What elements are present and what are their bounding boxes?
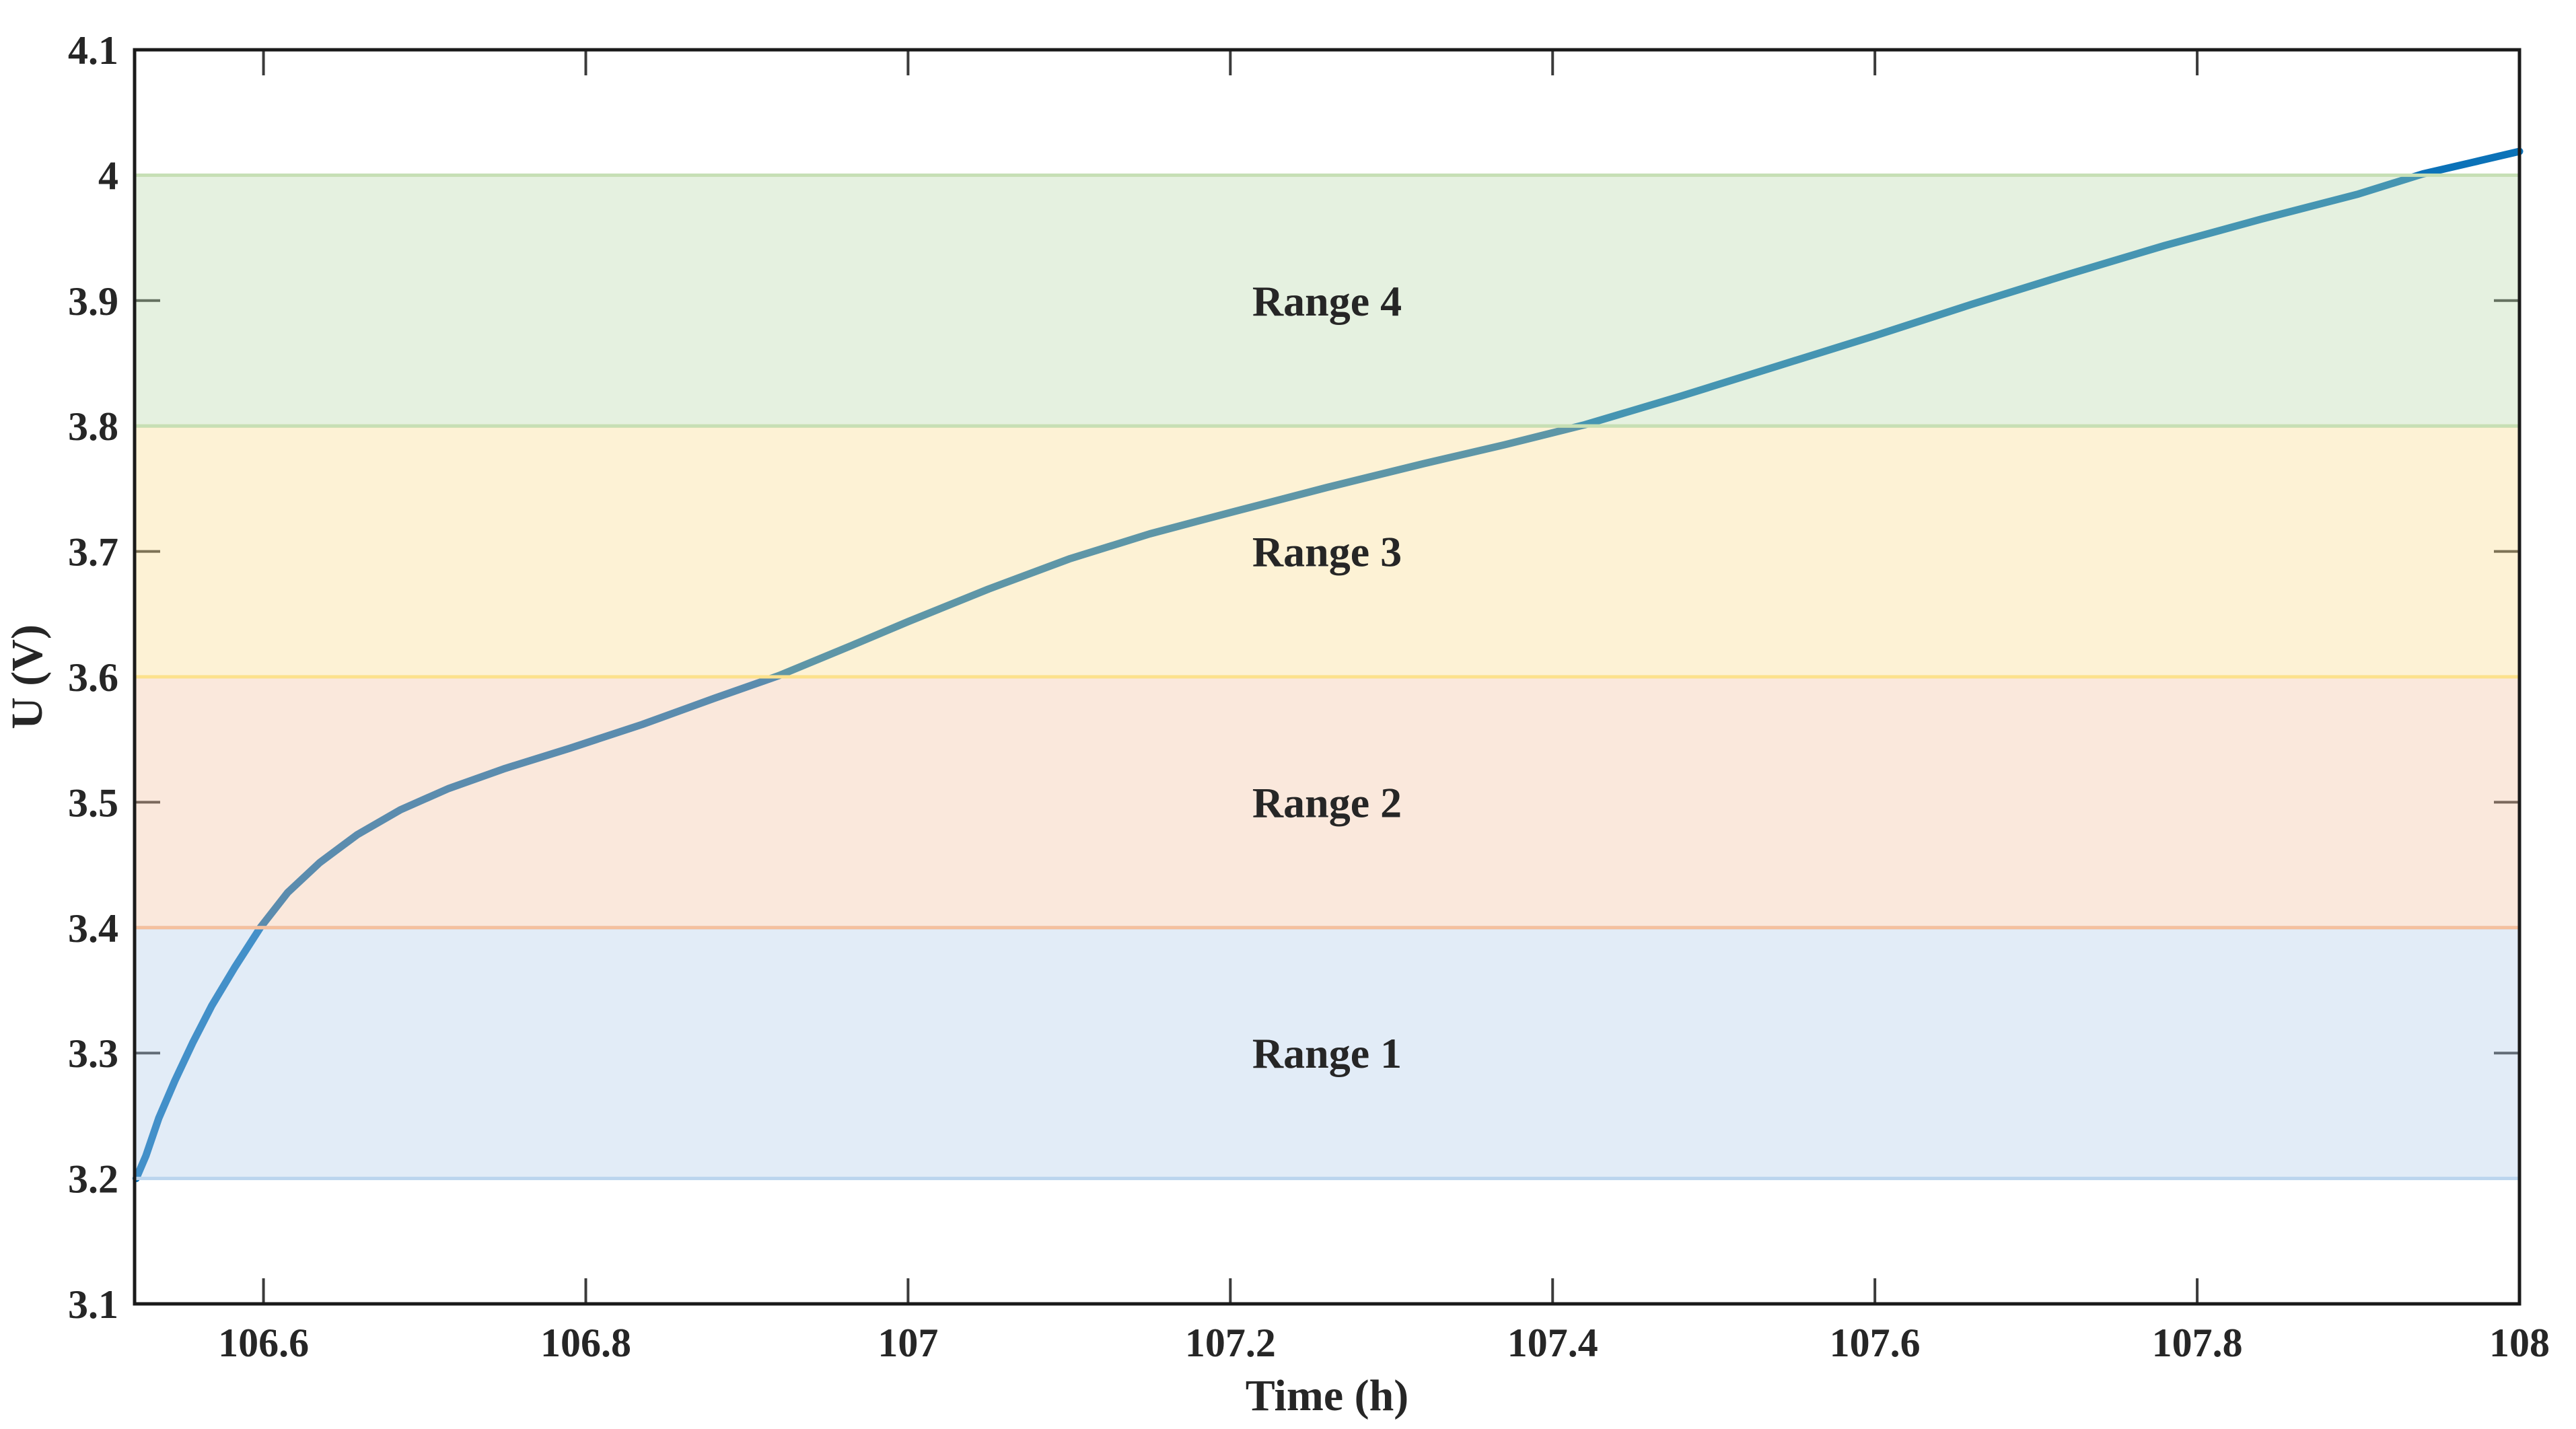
range-band-3	[133, 424, 2521, 679]
range-label-2: Range 2	[1252, 778, 1402, 826]
x-tick-label: 107.8	[2152, 1321, 2243, 1365]
y-tick-label: 3.6	[68, 655, 118, 700]
x-tick-label: 107	[878, 1321, 938, 1365]
x-tick-label: 106.8	[540, 1321, 631, 1365]
y-tick-label: 3.9	[68, 279, 118, 324]
y-tick-label: 3.2	[68, 1157, 118, 1202]
x-tick-label: 107.2	[1185, 1321, 1276, 1365]
x-axis-label: Time (h)	[1246, 1371, 1409, 1420]
range-band-4	[133, 173, 2521, 428]
series-layer	[132, 147, 2524, 1183]
y-tick-label: 4.1	[68, 28, 118, 73]
y-tick-label: 3.1	[68, 1282, 118, 1327]
y-tick-label: 4	[98, 153, 118, 198]
range-labels-layer: Range 1 Range 2 Range 3 Range 4	[1252, 277, 1402, 1077]
x-tick-label: 108	[2489, 1321, 2550, 1365]
tick-labels-layer: 106.6 106.8 107 107.2 107.4 107.6 107.8 108 3.1 3…	[68, 28, 2550, 1365]
range-band-1	[133, 926, 2521, 1181]
range-label-1: Range 1	[1252, 1029, 1402, 1077]
range-label-4: Range 4	[1252, 277, 1402, 325]
y-tick-label: 3.3	[68, 1031, 118, 1076]
y-tick-label: 3.4	[68, 906, 118, 951]
range-label-3: Range 3	[1252, 528, 1402, 576]
axis-box	[133, 48, 2521, 1306]
x-tick-label: 107.4	[1507, 1321, 1598, 1365]
y-axis-label: U (V)	[3, 624, 52, 729]
range-bands-layer	[133, 173, 2521, 1181]
y-tick-label: 3.5	[68, 780, 118, 825]
y-tick-label: 3.8	[68, 404, 118, 449]
y-tick-label: 3.7	[68, 530, 118, 575]
voltage-curve	[132, 147, 2524, 1183]
axis-box-layer	[133, 48, 2521, 1306]
x-tick-label: 107.6	[1830, 1321, 1921, 1365]
x-tick-label: 106.6	[218, 1321, 309, 1365]
